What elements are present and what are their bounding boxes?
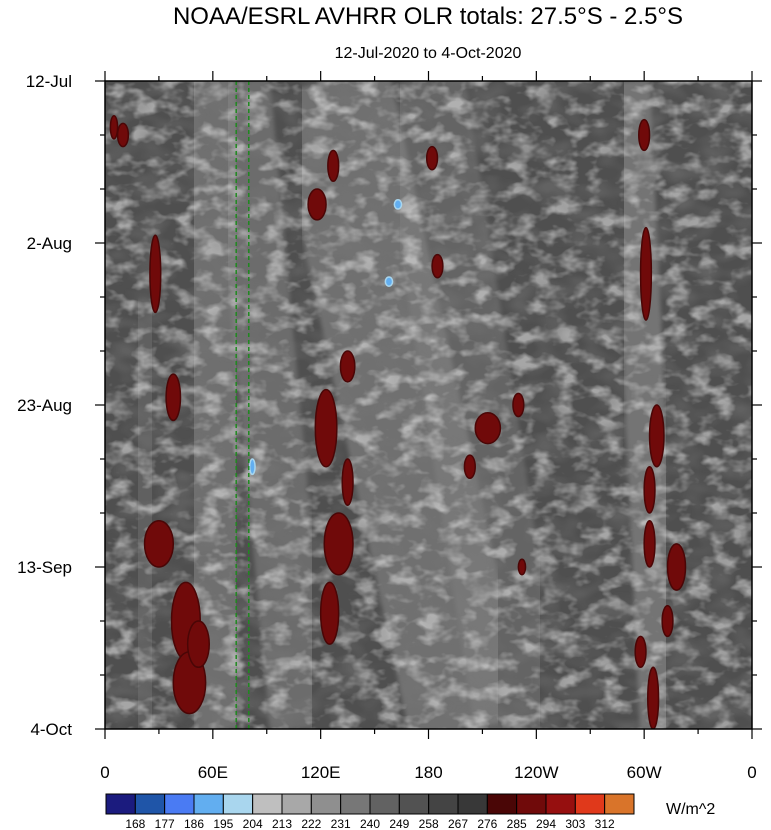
high-olr-patch <box>319 581 340 645</box>
colorbar-swatch <box>193 793 224 815</box>
colorbar-swatch <box>369 793 400 815</box>
x-tick-label: 60E <box>198 763 228 782</box>
high-olr-patch <box>165 373 182 422</box>
chart-subtitle: 12-Jul-2020 to 4-Oct-2020 <box>335 45 522 62</box>
high-olr-patch <box>634 635 647 669</box>
high-olr-patch <box>323 512 354 576</box>
colorbar-level-label: 168 <box>125 817 145 830</box>
high-olr-patch <box>643 465 656 514</box>
high-olr-patch <box>643 519 656 568</box>
colorbar-swatch <box>134 793 166 815</box>
colorbar-level-label: 303 <box>565 817 585 830</box>
high-olr-patch <box>186 620 210 669</box>
colorbar-swatch <box>516 793 547 815</box>
high-olr-patch <box>314 388 338 468</box>
plot-area <box>105 81 752 729</box>
high-olr-patch <box>149 234 162 314</box>
high-olr-patch <box>425 145 439 171</box>
high-olr-patch <box>517 558 527 576</box>
colorbar-swatch <box>398 793 430 815</box>
y-tick-label: 12-Jul <box>26 72 72 91</box>
low-olr-patches <box>248 199 403 476</box>
colorbar-swatch <box>164 793 195 815</box>
x-tick-label: 0 <box>747 763 756 782</box>
colorbar-level-label: 285 <box>507 817 527 830</box>
colorbar-level-label: 204 <box>243 817 263 830</box>
y-tick-label: 2-Aug <box>27 234 72 253</box>
x-axis: 0 60E 120E 180 120W 60W 0 <box>100 71 757 782</box>
colorbar-swatch <box>604 793 635 815</box>
colorbar-swatch <box>574 793 606 815</box>
high-olr-patch <box>327 149 340 183</box>
colorbar-level-label: 231 <box>331 817 351 830</box>
colorbar-level-label: 195 <box>213 817 233 830</box>
colorbar-level-label: 276 <box>477 817 497 830</box>
high-olr-patch <box>339 350 356 383</box>
chart-title: NOAA/ESRL AVHRR OLR totals: 27.5°S - 2.5… <box>173 3 683 30</box>
y-tick-label: 4-Oct <box>30 720 72 739</box>
colorbar-level-label: 294 <box>536 817 556 830</box>
colorbar-level-label: 249 <box>389 817 409 830</box>
x-tick-label: 180 <box>414 763 442 782</box>
colorbar: 168 177 186 195 204 213 222 231 240 249 258 267 276 2… <box>105 793 635 830</box>
high-olr-patch <box>474 411 502 445</box>
high-olr-patch <box>431 253 444 279</box>
longitude-markers <box>235 81 250 729</box>
y-tick-label: 23-Aug <box>17 396 72 415</box>
high-olr-patch <box>638 118 651 152</box>
high-olr-patch <box>463 454 476 480</box>
high-olr-patch <box>109 114 119 140</box>
colorbar-level-label: 177 <box>155 817 175 830</box>
high-olr-patch <box>648 404 665 468</box>
x-tick-label: 120W <box>514 763 558 782</box>
high-olr-patch <box>639 226 653 321</box>
y-tick-label: 13-Sep <box>17 558 72 577</box>
colorbar-level-label: 258 <box>419 817 439 830</box>
x-tick-label: 60W <box>627 763 662 782</box>
low-olr-patch <box>393 199 403 210</box>
high-olr-patch <box>647 666 660 729</box>
colorbar-swatch <box>457 793 488 815</box>
low-olr-patch <box>384 276 394 287</box>
high-olr-patch <box>143 519 175 568</box>
colorbar-level-label: 267 <box>448 817 468 830</box>
colorbar-swatch <box>428 793 459 815</box>
colorbar-swatch <box>105 793 136 815</box>
high-olr-patch <box>307 188 327 221</box>
colorbar-swatch <box>310 793 342 815</box>
high-olr-patch <box>341 458 354 507</box>
colorbar-swatch <box>222 793 254 815</box>
colorbar-level-label: 312 <box>595 817 615 830</box>
colorbar-swatch <box>252 793 283 815</box>
colorbar-level-label: 222 <box>301 817 321 830</box>
colorbar-level-label: 186 <box>184 817 204 830</box>
low-olr-patch <box>248 458 256 476</box>
field-dark-texture <box>105 81 752 729</box>
x-tick-label: 0 <box>100 763 109 782</box>
high-olr-patch <box>116 122 130 148</box>
x-tick-label: 120E <box>301 763 341 782</box>
colorbar-level-label: 240 <box>360 817 380 830</box>
high-olr-patch <box>661 604 674 638</box>
colorbar-swatch <box>281 793 312 815</box>
colorbar-level-label: 213 <box>272 817 292 830</box>
y-axis: 12-Jul 2-Aug 23-Aug 13-Sep 4-Oct <box>17 72 762 739</box>
colorbar-unit: W/m^2 <box>666 801 715 818</box>
high-olr-patch <box>666 543 687 591</box>
colorbar-swatch <box>340 793 371 815</box>
high-olr-patch <box>512 392 525 418</box>
high-olr-patches <box>109 114 687 729</box>
colorbar-swatch <box>486 793 518 815</box>
colorbar-swatch <box>545 793 576 815</box>
